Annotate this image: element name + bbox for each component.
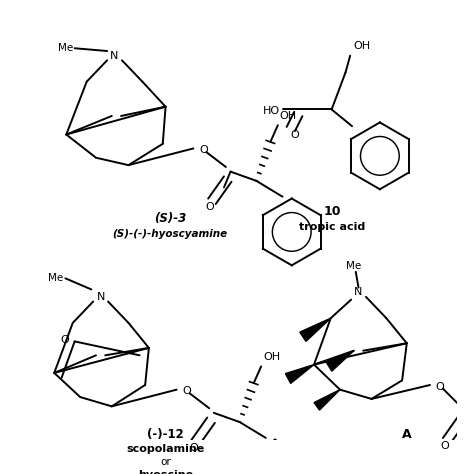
Text: A: A — [402, 428, 411, 441]
Text: O: O — [436, 382, 444, 392]
Text: OH: OH — [263, 352, 280, 362]
Text: 10: 10 — [324, 205, 341, 218]
Text: N: N — [355, 287, 363, 297]
Polygon shape — [300, 318, 331, 341]
Text: O: O — [206, 202, 214, 212]
Text: (S)-(-)-hyoscyamine: (S)-(-)-hyoscyamine — [113, 229, 228, 239]
Text: tropic acid: tropic acid — [300, 222, 365, 232]
Text: O: O — [290, 130, 299, 140]
Text: (-)-12: (-)-12 — [147, 428, 184, 441]
Text: scopolamine: scopolamine — [127, 444, 205, 454]
Text: O: O — [199, 146, 208, 155]
Text: N: N — [96, 292, 105, 302]
Text: (S)-3: (S)-3 — [154, 211, 186, 225]
Polygon shape — [326, 351, 354, 371]
Text: Me: Me — [57, 43, 73, 53]
Polygon shape — [314, 390, 340, 410]
Text: hyoscine: hyoscine — [138, 470, 193, 474]
Text: O: O — [60, 335, 69, 345]
Text: O: O — [182, 386, 191, 396]
Text: O: O — [189, 443, 198, 453]
Polygon shape — [285, 365, 314, 383]
Text: or: or — [160, 457, 171, 467]
Text: O: O — [440, 441, 449, 451]
Text: HO: HO — [263, 106, 280, 116]
Text: Me: Me — [346, 261, 362, 271]
Text: OH: OH — [280, 111, 297, 121]
Text: OH: OH — [353, 41, 370, 51]
Text: Me: Me — [48, 273, 64, 283]
Text: N: N — [110, 51, 118, 61]
